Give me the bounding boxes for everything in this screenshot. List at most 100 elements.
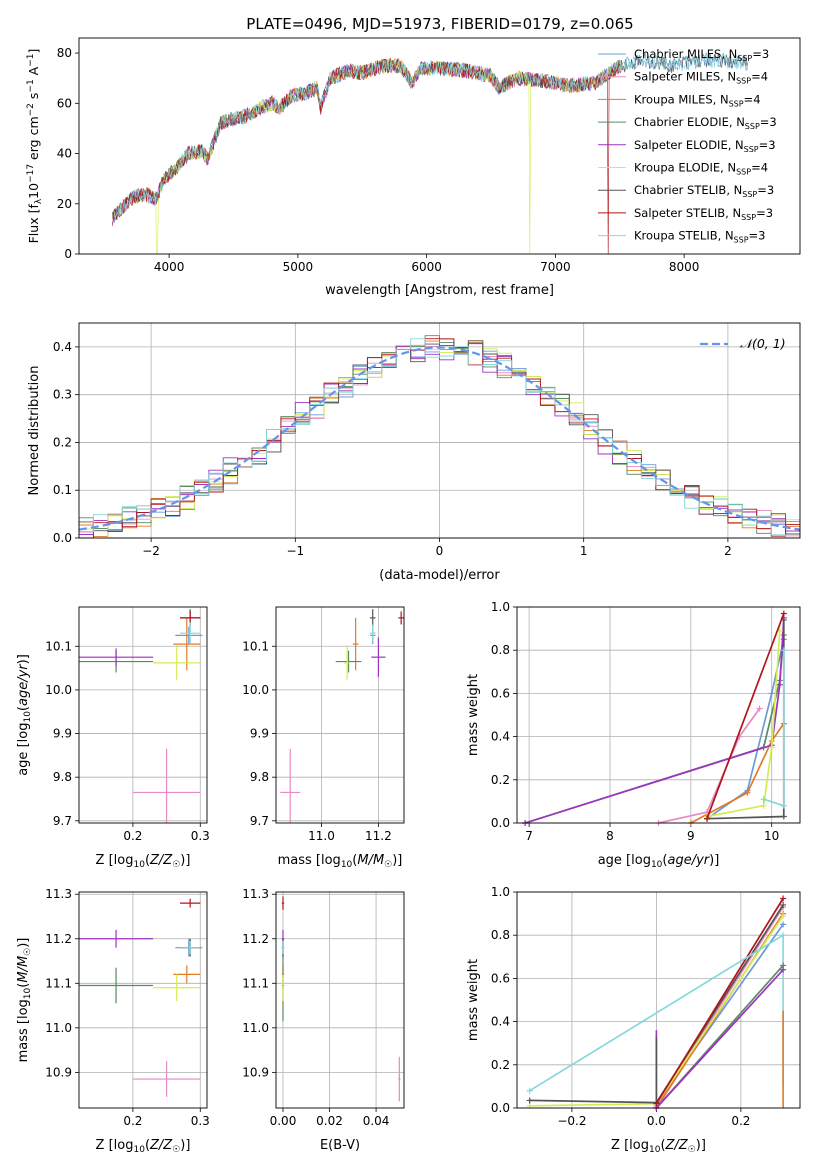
weight-marker xyxy=(780,647,787,654)
y-tick-label: 11.1 xyxy=(45,976,72,990)
y-tick-label: 80 xyxy=(57,46,72,60)
y-tick-label: 0.8 xyxy=(491,928,510,942)
age-vs-mass-panel: 11.0 11.2 9.7 9.8 9.9 10.0 10.1 mass [log10(M/M… xyxy=(242,606,405,870)
x-tick-label: 7 xyxy=(525,829,533,843)
y-tick-label: 11.3 xyxy=(242,887,269,901)
x-tick-label: −2 xyxy=(142,544,160,558)
x-tick-label: 0.2 xyxy=(123,1114,142,1128)
x-tick-label: 2 xyxy=(724,544,732,558)
y-tick-label: 11.0 xyxy=(242,1021,269,1035)
y-tick-label: 9.9 xyxy=(53,727,72,741)
mass-vs-metallicity-panel: 0.2 0.3 10.9 11.0 11.1 11.2 11.3 Z [log10(Z/Z☉)… xyxy=(16,887,210,1155)
normal-reference-curve xyxy=(78,346,801,531)
y-tick-label: 0.2 xyxy=(491,773,510,787)
weight-line xyxy=(655,969,784,1108)
weight-vs-age-panel: 7 8 9 10 0.0 0.2 0.4 0.6 0.8 1.0 age [log10(age/yr… xyxy=(466,600,801,870)
spectrum-line xyxy=(112,52,749,224)
y-tick-label: 10.1 xyxy=(242,639,269,653)
legend-label: Chabrier MILES, NSSP=3 xyxy=(634,47,769,63)
x-tick-label: 0.04 xyxy=(363,1114,390,1128)
y-axis-label: Flux [fλ10−17 erg cm−2 s−1 A−1] xyxy=(26,49,44,244)
axes-frame xyxy=(78,37,801,255)
weight-marker xyxy=(768,744,775,751)
y-tick-label: 1.0 xyxy=(491,600,510,614)
y-tick-label: 11.2 xyxy=(45,932,72,946)
x-axis-label: wavelength [Angstrom, rest frame] xyxy=(325,283,554,298)
x-tick-label: 11.0 xyxy=(308,829,335,843)
weight-marker xyxy=(776,681,783,688)
x-tick-label: 8 xyxy=(606,829,614,843)
y-tick-label: 0.0 xyxy=(491,1101,510,1115)
legend-label: Salpeter STELIB, NSSP=3 xyxy=(634,206,773,222)
weight-line xyxy=(706,613,785,819)
x-tick-label: 5000 xyxy=(283,260,314,274)
y-tick-label: 10.1 xyxy=(45,639,72,653)
x-tick-label: 0.00 xyxy=(270,1114,297,1128)
weight-marker xyxy=(744,789,751,796)
axes-frame xyxy=(516,891,801,1109)
x-tick-label: 9 xyxy=(687,829,695,843)
legend-label: Kroupa STELIB, NSSP=3 xyxy=(634,229,766,245)
x-tick-label: 0.3 xyxy=(191,829,210,843)
figure-title: PLATE=0496, MJD=51973, FIBERID=0179, z=0… xyxy=(246,15,633,33)
y-tick-label: 0.6 xyxy=(491,686,510,700)
y-tick-label: 0.8 xyxy=(491,643,510,657)
x-tick-label: 6000 xyxy=(411,260,442,274)
y-axis-label: Normed distribution xyxy=(27,366,42,496)
histogram-step xyxy=(79,338,800,538)
axes-frame xyxy=(275,891,405,1109)
y-tick-label: 0.2 xyxy=(491,1058,510,1072)
y-tick-label: 11.3 xyxy=(45,887,72,901)
weight-vs-metallicity-panel: −0.2 0.0 0.2 0.0 0.2 0.4 0.6 0.8 1.0 Z [log10(Z/Z… xyxy=(466,885,801,1155)
weight-marker xyxy=(780,610,787,617)
y-tick-label: 11.1 xyxy=(242,976,269,990)
x-tick-label: −1 xyxy=(286,544,304,558)
x-tick-label: 0.02 xyxy=(316,1114,343,1128)
x-axis-label: Z [log10(Z/Z☉)] xyxy=(96,853,191,870)
y-tick-label: 0.4 xyxy=(53,340,72,354)
weight-marker xyxy=(780,813,787,820)
weight-marker xyxy=(780,895,787,902)
x-tick-label: 0.2 xyxy=(731,1114,750,1128)
weight-marker xyxy=(760,802,767,809)
weight-marker xyxy=(526,1087,533,1094)
y-tick-label: 1.0 xyxy=(491,885,510,899)
x-tick-label: −0.2 xyxy=(557,1114,586,1128)
axes-frame xyxy=(516,606,801,824)
weight-marker xyxy=(760,796,767,803)
axes-frame xyxy=(78,606,208,824)
x-axis-label: age [log10(age/yr)] xyxy=(598,853,720,870)
axes-frame xyxy=(78,322,801,539)
y-tick-label: 0.1 xyxy=(53,483,72,497)
weight-marker xyxy=(780,966,787,973)
weight-marker xyxy=(780,921,787,928)
weight-marker xyxy=(526,1097,533,1104)
weight-line xyxy=(524,617,785,823)
x-tick-label: 7000 xyxy=(540,260,571,274)
y-tick-label: 0.4 xyxy=(491,730,510,744)
y-tick-label: 9.8 xyxy=(250,770,269,784)
x-tick-label: 0.3 xyxy=(191,1114,210,1128)
x-axis-label: (data-model)/error xyxy=(379,568,500,583)
y-tick-label: 11.0 xyxy=(45,1021,72,1035)
x-tick-label: 8000 xyxy=(669,260,700,274)
y-axis-label: mass weight xyxy=(466,959,481,1041)
weight-marker xyxy=(768,690,775,697)
weight-marker xyxy=(780,912,787,919)
x-tick-label: 0 xyxy=(436,544,444,558)
legend-label: Chabrier ELODIE, NSSP=3 xyxy=(634,115,777,131)
y-tick-label: 0.3 xyxy=(53,388,72,402)
weight-line xyxy=(655,898,784,1105)
legend-label: Kroupa ELODIE, NSSP=4 xyxy=(634,161,768,177)
legend-label: Salpeter MILES, NSSP=4 xyxy=(634,70,768,86)
y-tick-label: 0.4 xyxy=(491,1015,510,1029)
x-axis-label: E(B-V) xyxy=(320,1138,360,1153)
y-tick-label: 10.0 xyxy=(242,683,269,697)
weight-line xyxy=(529,934,784,1092)
y-tick-label: 10.0 xyxy=(45,683,72,697)
weight-marker xyxy=(704,815,711,822)
x-tick-label: 0.2 xyxy=(123,829,142,843)
y-tick-label: 9.7 xyxy=(250,814,269,828)
weight-marker xyxy=(653,1100,660,1107)
